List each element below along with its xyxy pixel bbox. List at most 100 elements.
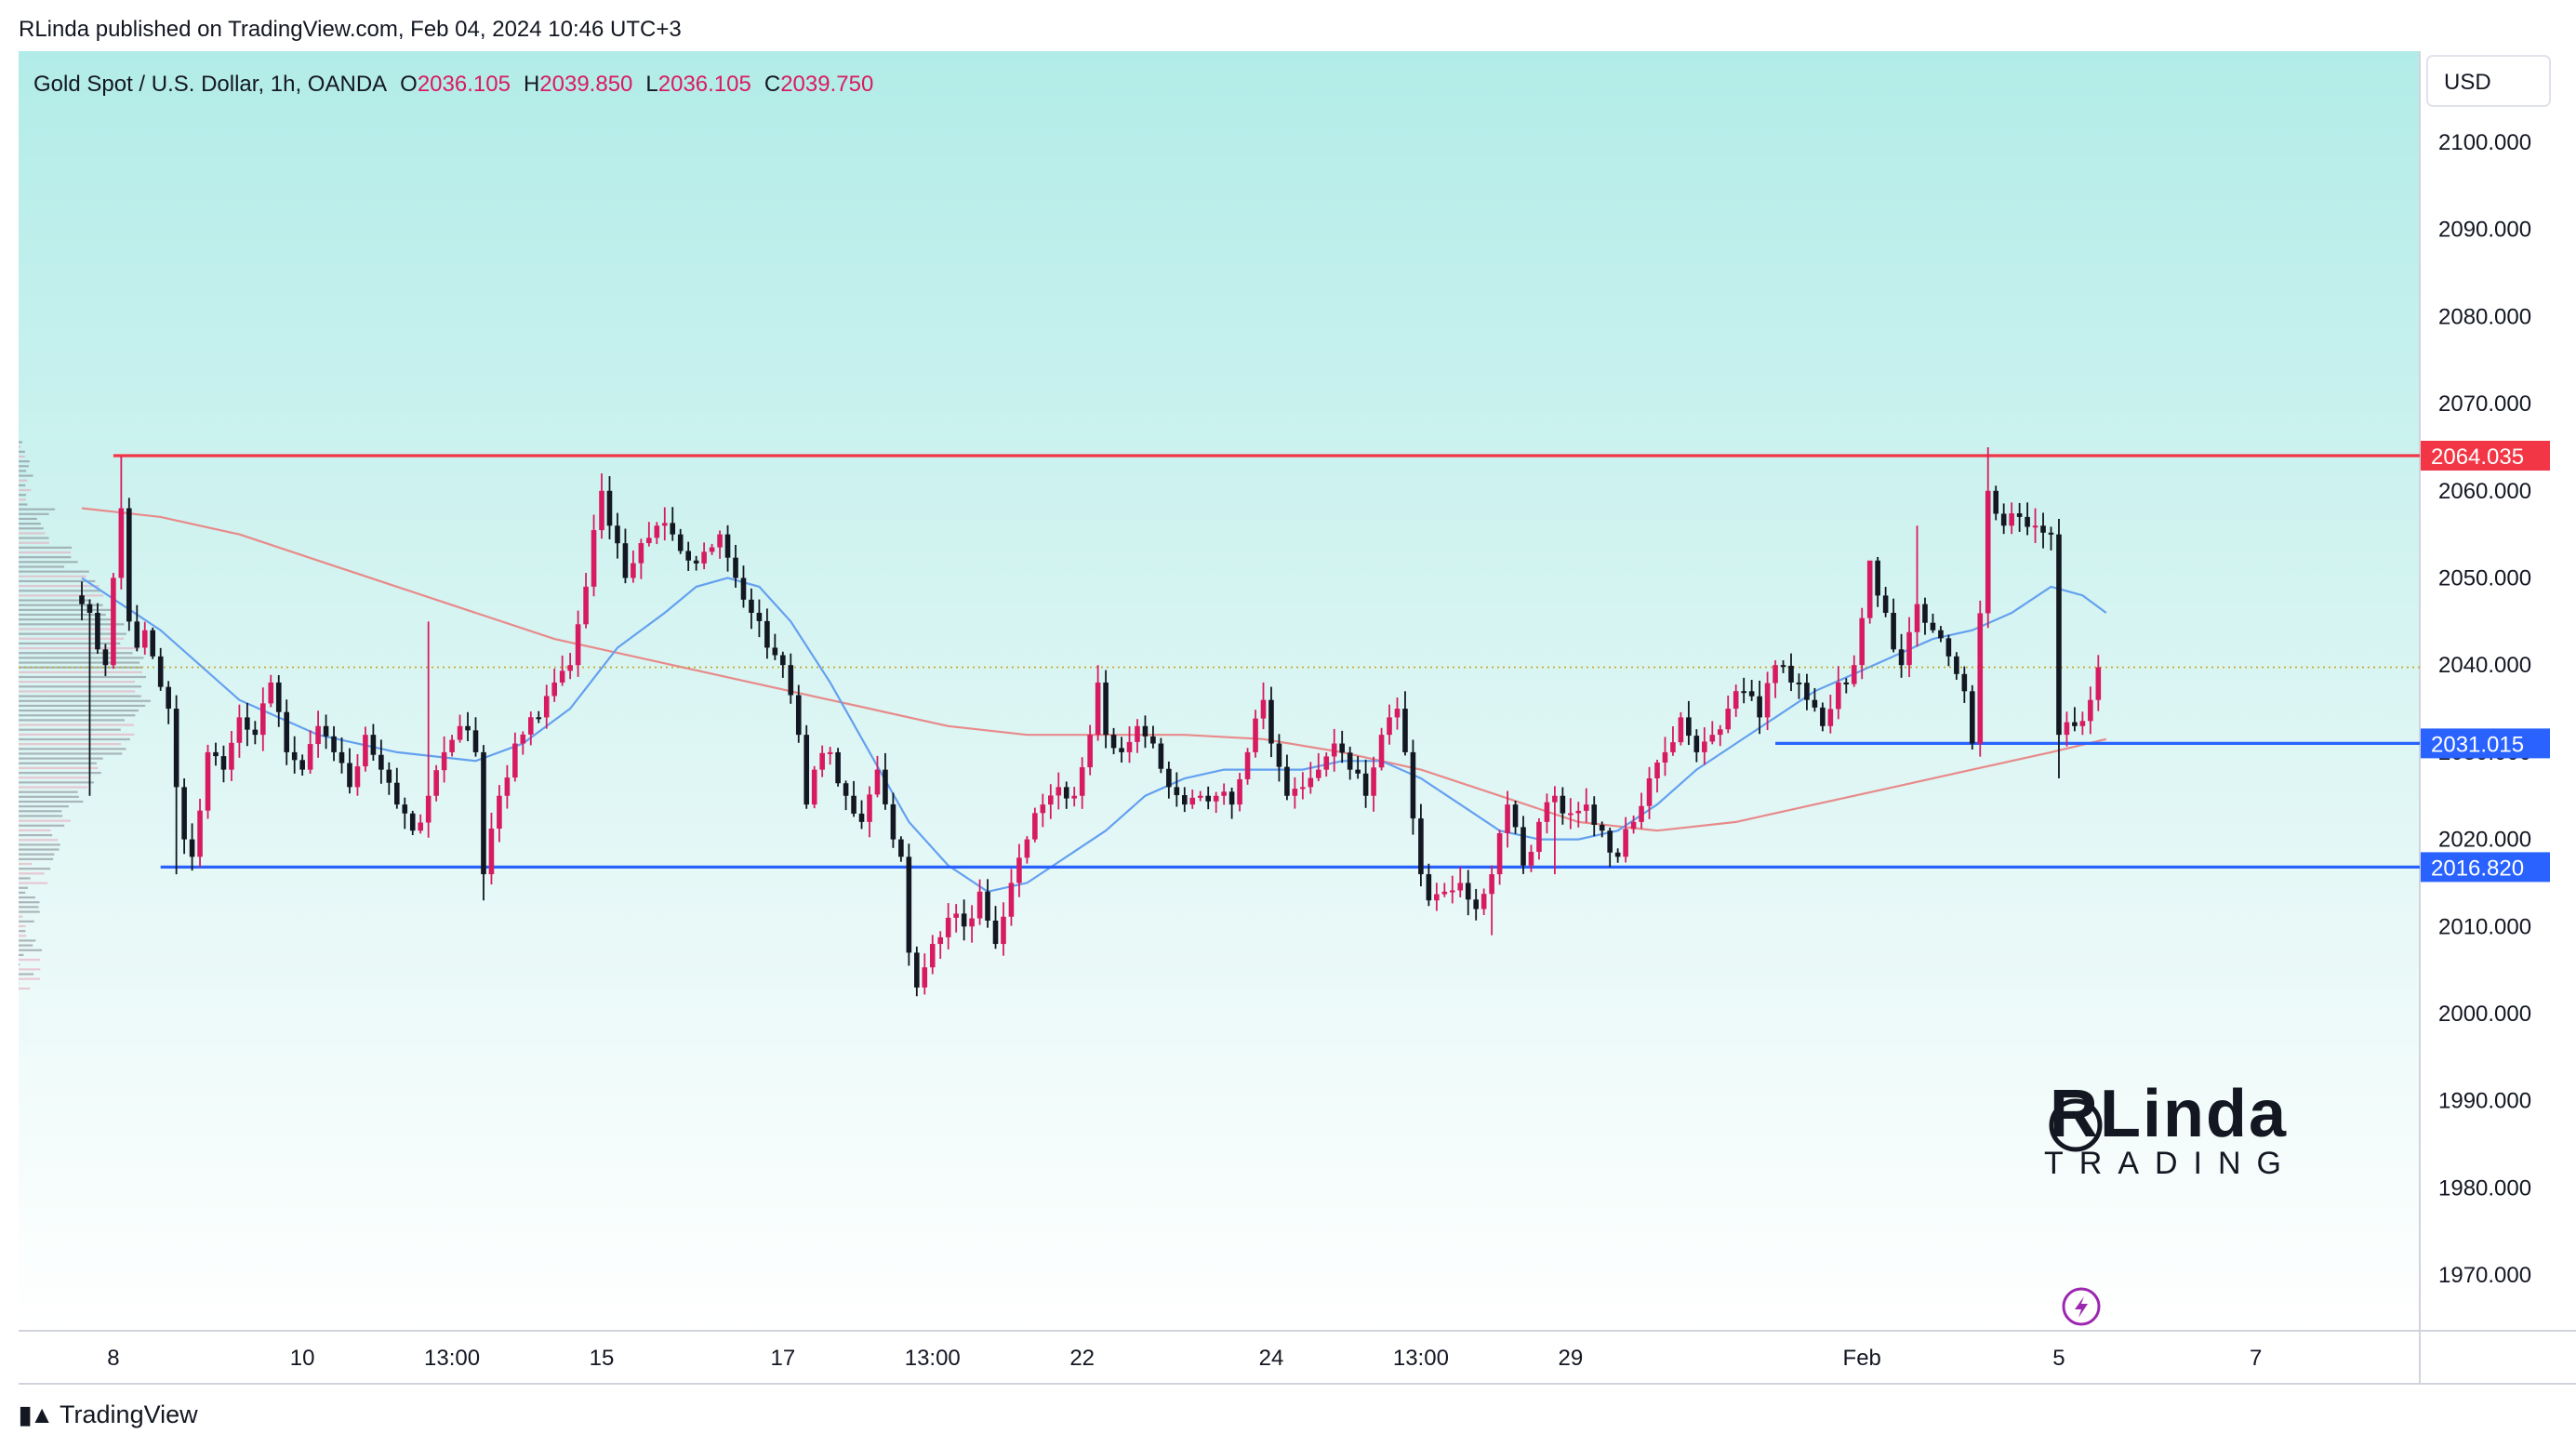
candle-bear	[1465, 883, 1471, 900]
volume-profile-bar	[19, 541, 49, 544]
candle-bear	[2016, 513, 2023, 517]
candle-bear	[1355, 769, 1361, 774]
candle-bear	[1339, 743, 1345, 753]
candle-bear	[803, 735, 810, 805]
candle-bear	[339, 751, 345, 763]
candle-bear	[275, 682, 282, 712]
volume-profile-bar	[19, 590, 101, 592]
candle-bear	[961, 913, 967, 927]
candle-bear	[1607, 830, 1613, 853]
candle-bear	[95, 612, 100, 650]
candle-bear	[606, 490, 613, 526]
candle-bear	[1993, 490, 1999, 514]
candle-bear	[252, 729, 259, 736]
candle-bear	[1426, 874, 1432, 901]
candle-bear	[851, 795, 856, 814]
volume-profile-bar	[19, 652, 133, 655]
candle-bull	[1197, 795, 1203, 798]
candle-bull	[631, 563, 636, 578]
volume-profile-bar	[19, 512, 49, 515]
candle-bear	[1693, 736, 1700, 752]
volume-profile-bar	[19, 695, 141, 697]
currency-label: USD	[2444, 70, 2491, 95]
currency-box[interactable]	[2426, 55, 2551, 107]
candle-bear	[749, 599, 754, 613]
volume-profile-bar	[19, 935, 27, 937]
time-axis[interactable]: 8 10 13:00 15 17 13:00 22 24 13:00 29 Feb 5 7	[107, 1346, 2262, 1371]
candle-bull	[1253, 718, 1258, 752]
candle-bull	[1773, 665, 1778, 684]
candle-bear	[402, 804, 408, 814]
candle-bear	[858, 813, 865, 822]
candle-bull	[1489, 874, 1494, 895]
volume-profile-bar	[19, 752, 123, 755]
candle-bull	[527, 717, 534, 735]
volume-profile-bar	[19, 479, 28, 482]
candle-bull	[1709, 735, 1716, 742]
candle-bear	[134, 621, 140, 648]
candle-bull	[1441, 891, 1448, 895]
volume-profile-bar	[19, 445, 21, 448]
volume-profile-bar	[19, 949, 42, 951]
candle-bull	[867, 794, 872, 822]
candle-bull	[1623, 829, 1628, 857]
candle-bear	[536, 717, 542, 720]
candle-bull	[229, 742, 234, 770]
candle-bear	[409, 813, 416, 831]
volume-profile-bar	[19, 628, 116, 631]
y-tick-label: 2020.000	[2438, 828, 2531, 853]
volume-profile-bar	[19, 470, 27, 472]
candle-bull	[504, 777, 511, 796]
high-label: H	[524, 72, 539, 97]
candle-bull	[260, 703, 266, 736]
lightning-icon[interactable]	[2062, 1287, 2101, 1326]
candle-bull	[2009, 513, 2014, 526]
candle-bull	[1505, 804, 1510, 833]
tradingview-logo-icon: ▮▲	[19, 1401, 54, 1428]
candle-bear	[1512, 804, 1519, 828]
volume-profile-bar	[19, 474, 33, 477]
y-tick-label: 2050.000	[2438, 566, 2531, 591]
volume-profile-bar	[19, 790, 78, 793]
candle-bull	[1292, 789, 1298, 796]
candle-bull	[1568, 813, 1573, 816]
candle-bear	[213, 751, 219, 757]
candle-bear	[245, 717, 250, 730]
volume-profile	[19, 441, 151, 990]
volume-profile-bar	[19, 795, 79, 798]
logo-line1: RLinda	[2050, 1077, 2288, 1151]
candle-bear	[181, 787, 187, 840]
price-axis[interactable]: 2100.000 2090.000 2080.000 2070.000 2060.000…	[2421, 130, 2550, 1288]
candle-bear	[1174, 787, 1180, 796]
volume-profile-bar	[19, 771, 101, 775]
volume-profile-bar	[19, 637, 125, 640]
x-tick-label: 10	[290, 1346, 315, 1371]
volume-profile-bar	[19, 714, 136, 717]
candle-bear	[189, 839, 195, 857]
ohlc-legend: Gold Spot / U.S. Dollar, 1h, OANDA O2036.…	[33, 72, 873, 97]
candle-bull	[701, 551, 707, 564]
volume-profile-bar	[19, 699, 151, 702]
volume-profile-bar	[19, 599, 91, 602]
candle-bull	[1308, 777, 1314, 788]
candle-bear	[2000, 513, 2007, 526]
candle-bear	[1268, 699, 1274, 744]
open-value: 2036.105	[418, 72, 511, 97]
candle-bull	[575, 624, 581, 666]
volume-profile-bar	[19, 805, 69, 808]
candle-bear	[2072, 722, 2078, 726]
candle-bear	[1205, 795, 1212, 802]
candle-bear	[985, 891, 990, 921]
volume-profile-bar	[19, 762, 97, 764]
candle-bear	[1473, 899, 1479, 909]
volume-profile-bar	[19, 757, 103, 760]
volume-profile-bar	[19, 661, 140, 664]
candle-bear	[1166, 768, 1172, 788]
price-levels[interactable]	[19, 454, 2420, 869]
candle-bear	[1063, 787, 1069, 799]
y-tick-label: 2010.000	[2438, 914, 2531, 939]
candle-bull	[1866, 560, 1873, 618]
volume-profile-bar	[19, 877, 31, 880]
candle-bull	[118, 508, 125, 578]
